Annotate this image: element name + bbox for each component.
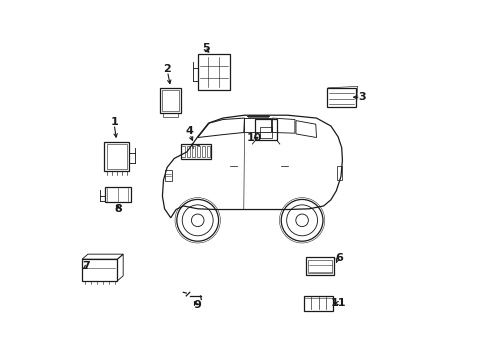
Text: 4: 4 bbox=[185, 126, 193, 136]
Bar bbox=[181, 144, 210, 159]
Text: 11: 11 bbox=[330, 298, 346, 308]
Bar bbox=[196, 146, 200, 157]
Bar bbox=[104, 187, 130, 202]
Bar bbox=[106, 144, 126, 169]
Bar bbox=[304, 296, 332, 311]
Text: 6: 6 bbox=[334, 253, 342, 264]
Text: 10: 10 bbox=[246, 133, 262, 143]
Bar bbox=[186, 146, 190, 157]
Bar bbox=[82, 259, 117, 281]
Bar bbox=[305, 257, 334, 275]
Bar bbox=[197, 54, 230, 90]
Bar bbox=[337, 166, 341, 180]
Text: 5: 5 bbox=[202, 42, 209, 53]
Text: 7: 7 bbox=[82, 261, 90, 271]
Bar bbox=[162, 90, 179, 111]
Bar bbox=[307, 260, 332, 273]
Bar bbox=[163, 113, 178, 117]
Bar bbox=[326, 88, 356, 107]
Bar bbox=[247, 115, 268, 117]
Text: 9: 9 bbox=[193, 300, 201, 310]
Bar bbox=[104, 142, 129, 171]
Bar bbox=[160, 88, 181, 113]
Bar bbox=[255, 119, 276, 140]
Text: 8: 8 bbox=[114, 204, 122, 214]
Text: 2: 2 bbox=[163, 64, 171, 74]
Bar bbox=[181, 146, 185, 157]
Bar bbox=[206, 146, 210, 157]
Bar bbox=[191, 146, 195, 157]
Bar bbox=[260, 127, 271, 138]
Bar bbox=[201, 146, 205, 157]
Text: 1: 1 bbox=[110, 117, 118, 127]
Text: 3: 3 bbox=[358, 92, 366, 102]
Bar bbox=[164, 170, 171, 181]
